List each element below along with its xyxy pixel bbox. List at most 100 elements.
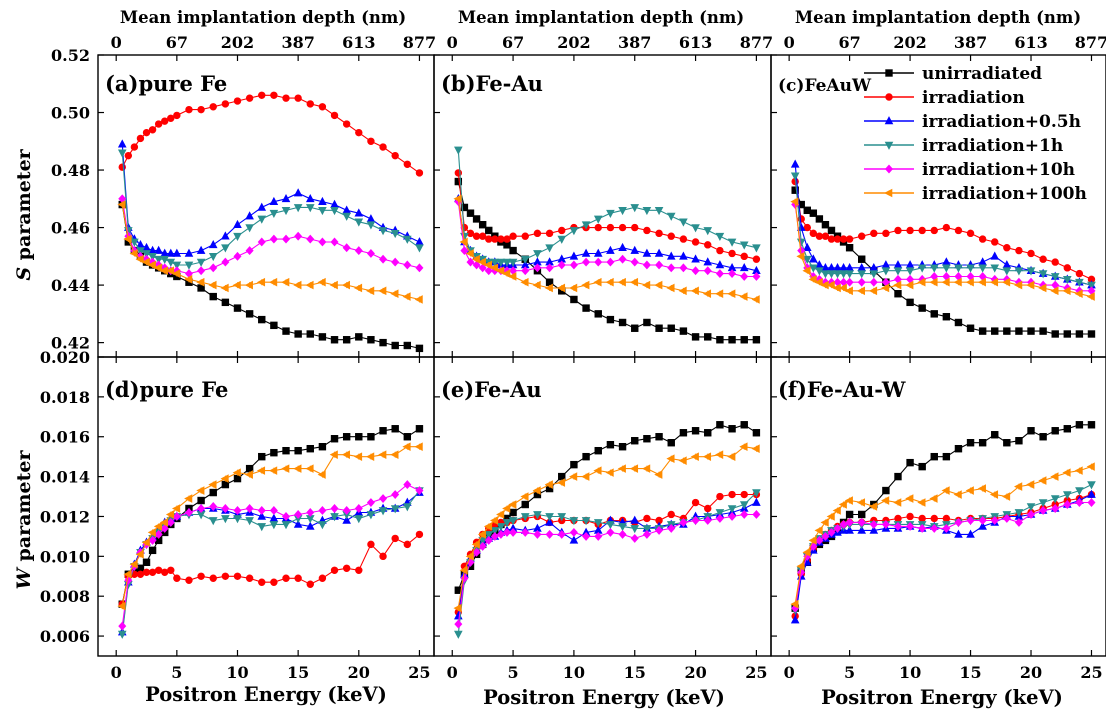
data-point (1075, 330, 1084, 338)
data-point (1026, 503, 1036, 512)
data-point (642, 280, 651, 290)
data-point (606, 527, 615, 537)
data-point (966, 529, 975, 538)
data-point (545, 263, 554, 273)
data-point (1062, 286, 1071, 296)
data-point (415, 486, 424, 496)
data-point (881, 496, 890, 505)
data-point (821, 232, 830, 240)
data-point (618, 529, 627, 539)
data-point (740, 510, 749, 519)
data-point (917, 264, 927, 273)
data-point (147, 260, 156, 270)
data-point (257, 215, 267, 224)
data-point (318, 506, 327, 515)
series-group (453, 146, 761, 344)
data-point (1087, 281, 1096, 290)
data-point (209, 292, 217, 301)
data-point (606, 209, 615, 219)
data-point (209, 488, 217, 497)
data-point (318, 237, 327, 247)
data-point (306, 234, 315, 244)
data-point (802, 242, 812, 252)
data-point (643, 318, 651, 327)
data-point (160, 255, 170, 265)
data-point (403, 160, 412, 168)
data-point (330, 207, 339, 216)
data-point (402, 292, 411, 301)
data-point (257, 202, 267, 211)
data-point (532, 486, 541, 495)
data-point (159, 518, 169, 527)
data-point (415, 169, 424, 177)
w-axis-title-rest: parameter (13, 450, 35, 569)
data-point (838, 500, 847, 509)
data-point (318, 442, 327, 451)
data-point (342, 506, 351, 515)
legend: unirradiated irradiation irradiation+0.5h i… (864, 64, 1087, 204)
data-point (306, 330, 314, 338)
data-point (391, 151, 399, 160)
data-point (727, 289, 736, 299)
data-point (1027, 510, 1036, 519)
data-point (704, 429, 712, 437)
data-point (281, 277, 290, 287)
data-point (618, 318, 627, 327)
data-point (1063, 500, 1072, 509)
data-point (142, 250, 151, 259)
data-point (1051, 330, 1059, 338)
data-point (490, 258, 500, 267)
data-point (814, 277, 823, 287)
data-point (790, 159, 800, 168)
data-point (643, 435, 651, 443)
data-point (790, 615, 800, 624)
data-point (209, 103, 217, 111)
data-point (893, 521, 902, 531)
data-point (330, 237, 339, 247)
data-point (858, 232, 866, 240)
data-point (282, 94, 290, 102)
data-point (839, 519, 848, 529)
panel-label: (f)Fe-Au-W (778, 377, 906, 402)
data-point (1086, 292, 1095, 301)
data-point (161, 568, 169, 576)
data-point (281, 207, 291, 216)
data-point (728, 249, 736, 258)
data-point (930, 310, 938, 318)
data-point (1014, 482, 1023, 491)
data-point (318, 574, 327, 582)
data-point (569, 517, 579, 526)
data-point (966, 264, 975, 273)
top-tick-label: 202 (557, 33, 590, 52)
data-point (135, 254, 144, 264)
data-point (966, 439, 975, 447)
data-point (329, 450, 338, 459)
y-tick-label: 0.48 (51, 161, 90, 180)
data-point (906, 226, 914, 235)
data-point (533, 263, 542, 273)
x-tick-label: 5 (508, 663, 519, 682)
series-line-irradiation+0.5h (121, 144, 420, 255)
data-point (220, 474, 229, 483)
data-point (117, 139, 127, 148)
data-point (739, 292, 748, 301)
data-point (666, 212, 676, 221)
data-point (466, 257, 475, 267)
top-tick-label: 877 (740, 33, 773, 52)
data-point (716, 421, 724, 429)
data-point (1063, 330, 1071, 338)
data-point (1063, 491, 1072, 500)
data-point (906, 458, 914, 467)
data-point (318, 333, 327, 341)
top-axis-label-2: Mean implantation depth (nm) (458, 8, 744, 27)
data-point (978, 521, 987, 530)
data-point (739, 442, 748, 451)
data-point (282, 234, 291, 244)
data-point (703, 227, 713, 236)
data-point (355, 433, 363, 441)
data-point (906, 512, 914, 521)
data-point (716, 246, 724, 255)
data-point (594, 310, 602, 318)
data-point (293, 519, 303, 528)
data-point (221, 231, 230, 240)
